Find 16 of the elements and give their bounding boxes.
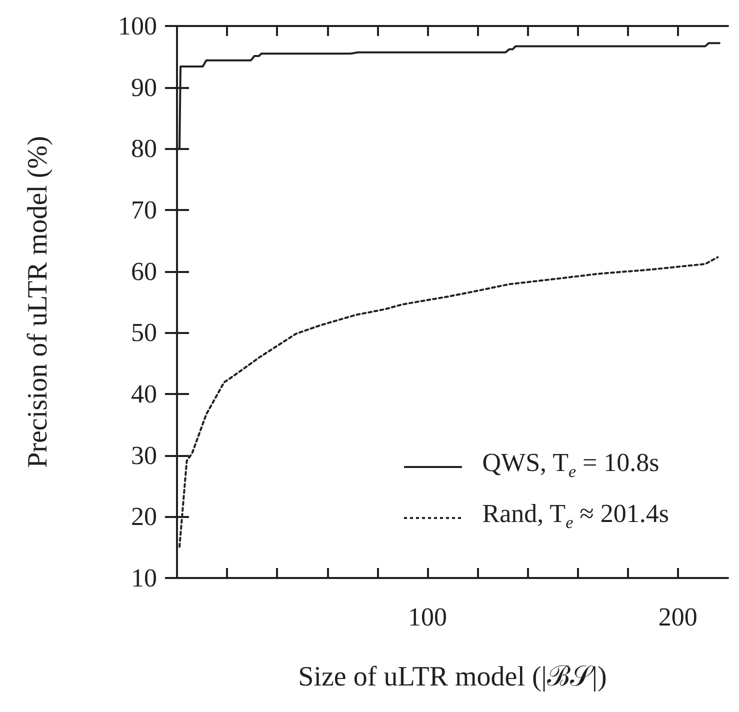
y-tick-label: 30 [131,440,157,470]
y-tick-label: 70 [131,196,157,224]
y-tick-label: 40 [131,380,157,408]
y-tick-label: 80 [131,134,157,164]
x-tick-label: 200 [658,602,698,632]
y-tick-label: 50 [131,318,157,348]
x-axis-title: Size of uLTR model (|ℬ𝒮|) [298,662,607,692]
y-axis-title: Precision of uLTR model (%) [22,136,54,468]
y-tick-label: 90 [131,72,157,102]
y-tick-label: 60 [131,256,157,286]
y-tick-label: 20 [131,502,157,532]
legend-label: Rand, T$_{e}$ ≈ 201.4s [482,498,669,534]
line-series [178,256,719,548]
y-tick-label: 10 [131,564,157,592]
legend-label: QWS, T$_{e}$ = 10.8s [482,446,660,483]
y-tick-label: 100 [118,12,157,40]
